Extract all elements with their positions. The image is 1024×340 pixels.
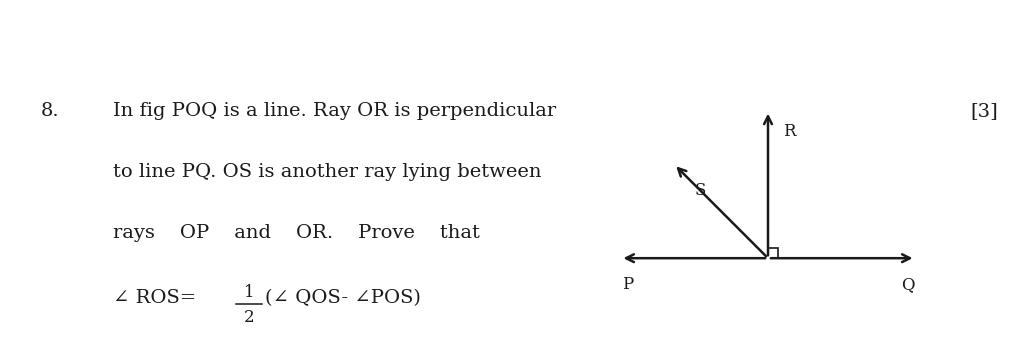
Text: [3]: [3] — [971, 102, 998, 120]
Text: (∠ QOS- ∠POS): (∠ QOS- ∠POS) — [265, 289, 421, 307]
Text: P: P — [623, 276, 634, 293]
Text: 2: 2 — [244, 309, 254, 326]
Text: rays    OP    and    OR.    Prove    that: rays OP and OR. Prove that — [113, 224, 479, 242]
Text: Q: Q — [901, 276, 914, 293]
Text: In fig POQ is a line. Ray OR is perpendicular: In fig POQ is a line. Ray OR is perpendi… — [113, 102, 556, 120]
Text: 8.: 8. — [41, 102, 59, 120]
Text: to line PQ. OS is another ray lying between: to line PQ. OS is another ray lying betw… — [113, 163, 541, 181]
Text: S: S — [694, 182, 707, 199]
Text: R: R — [782, 122, 796, 139]
Text: ∠ ROS=: ∠ ROS= — [113, 289, 196, 307]
Text: 1: 1 — [244, 284, 254, 301]
